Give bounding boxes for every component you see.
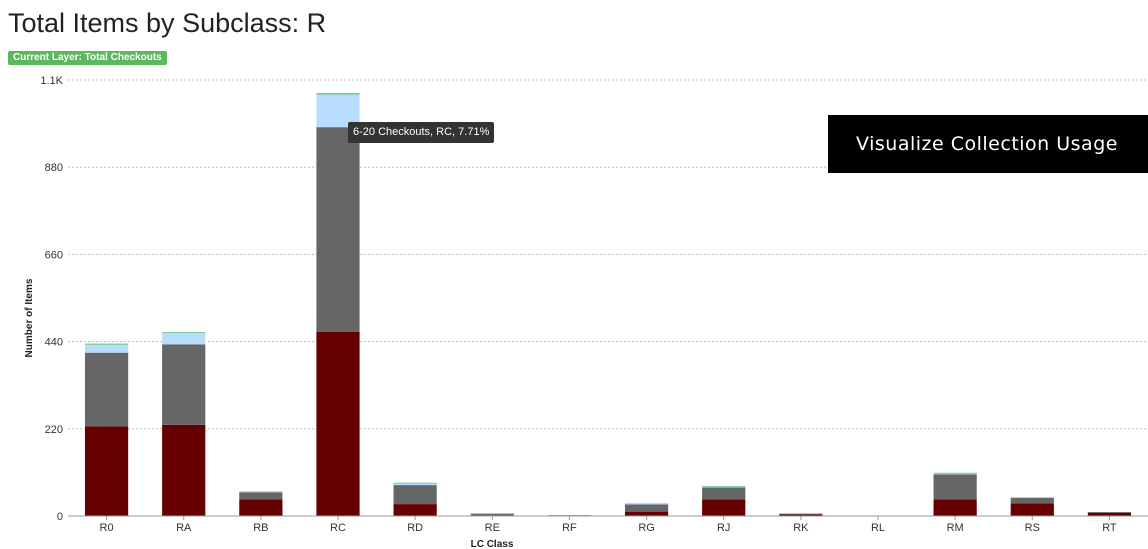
current-layer-badge[interactable]: Current Layer: Total Checkouts	[8, 51, 167, 65]
bar-segment	[933, 474, 977, 500]
bar-segment	[393, 504, 437, 516]
bar-segment	[1010, 496, 1054, 498]
bar-segment	[393, 483, 437, 486]
bar-segment	[84, 352, 129, 427]
y-tick-label: 0	[57, 511, 63, 523]
y-tick-label: 660	[45, 249, 63, 261]
bar-segment	[933, 499, 977, 516]
y-tick-label: 220	[45, 424, 63, 436]
x-tick-label: RS	[1025, 522, 1040, 534]
bar-segment	[702, 499, 746, 516]
bar-segment	[162, 332, 206, 333]
bar-segment	[239, 491, 283, 493]
bar-segment	[933, 472, 977, 474]
bar-segment	[779, 514, 823, 516]
x-tick-label: RB	[253, 522, 268, 534]
axes: 0 220 440 660 880 1.1K R0 RA RB RC RD RE RF RG RJ RK RL R…	[24, 75, 1148, 549]
x-tick-label: RM	[947, 522, 964, 534]
bar-segment	[84, 343, 129, 345]
bar-segment	[84, 426, 129, 516]
visualize-collection-usage-banner: Visualize Collection Usage	[828, 115, 1148, 173]
x-tick-label: RD	[407, 522, 423, 534]
bar-segment	[393, 482, 437, 484]
bar-segment	[702, 485, 746, 487]
x-tick-label: R0	[100, 522, 114, 534]
y-tick-label: 440	[45, 337, 63, 349]
bar-segment	[624, 504, 669, 512]
bar-segment	[702, 487, 746, 500]
x-tick-label: RT	[1102, 522, 1117, 534]
bar-segment	[316, 331, 360, 516]
x-tick-label: RE	[485, 522, 500, 534]
x-axis-title: LC Class	[471, 539, 514, 549]
bar-segment	[316, 94, 360, 128]
bar-segment	[316, 127, 360, 332]
bar-segment	[162, 344, 206, 425]
y-axis-title: Number of Items	[24, 278, 35, 357]
y-tick-label: 1.1K	[40, 75, 63, 87]
bar-segment	[239, 499, 283, 516]
bar-segment	[1087, 512, 1132, 516]
x-tick-label: RC	[330, 522, 346, 534]
bar-segment	[316, 93, 360, 95]
bar-segment	[933, 473, 977, 475]
bar-segment	[162, 332, 206, 345]
y-tick-label: 880	[45, 162, 63, 174]
bar-segment	[1010, 503, 1054, 516]
bar-tooltip: 6-20 Checkouts, RC, 7.71%	[348, 122, 495, 143]
bar-segment	[84, 344, 129, 353]
x-tick-label: RG	[638, 522, 655, 534]
bar-segment	[1087, 512, 1132, 513]
x-tick-label: RK	[793, 522, 809, 534]
bar-segment	[624, 511, 669, 516]
x-tick-label: RJ	[717, 522, 730, 534]
bar-segment	[162, 424, 206, 516]
x-tick-label: RF	[562, 522, 577, 534]
bar-segment	[393, 485, 437, 505]
x-tick-label: RL	[871, 522, 885, 534]
x-tick-label: RA	[176, 522, 192, 534]
page-title: Total Items by Subclass: R	[8, 8, 327, 38]
bar-segment	[779, 513, 823, 515]
bar-segment	[1010, 497, 1054, 504]
bar-segment	[470, 513, 514, 516]
bars	[84, 93, 1132, 517]
bar-segment	[239, 492, 283, 500]
bar-segment	[702, 486, 746, 488]
bar-segment	[624, 502, 669, 505]
